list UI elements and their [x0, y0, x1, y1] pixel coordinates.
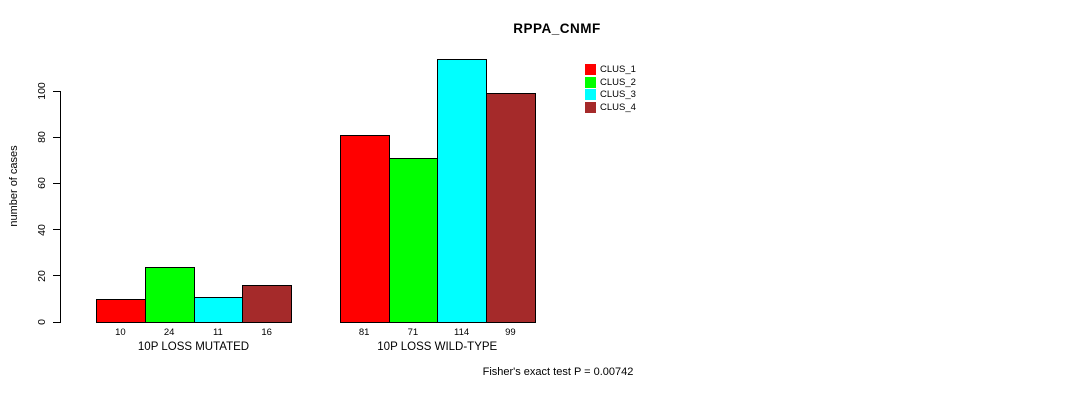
legend-item-clus_4: CLUS_4	[585, 101, 636, 114]
y-tick-label: 100	[36, 82, 48, 100]
bar-value-label: 16	[261, 327, 272, 338]
y-tick	[53, 275, 60, 277]
y-tick-label: 20	[36, 269, 48, 282]
legend-item-clus_1: CLUS_1	[585, 64, 636, 76]
bar-clus_3-1	[193, 296, 244, 323]
y-tick	[53, 136, 60, 138]
y-tick-label: 0	[36, 319, 48, 325]
legend-label: CLUS_1	[600, 64, 636, 76]
bar-clus_1-1	[96, 298, 146, 323]
bar-clus_1-2	[339, 134, 390, 323]
y-axis-label: number of cases	[8, 145, 20, 227]
bar-value-label: 71	[407, 327, 419, 338]
y-tick	[53, 90, 60, 92]
legend-label: CLUS_3	[600, 89, 636, 101]
x-category-label: 10P LOSS WILD-TYPE	[377, 341, 498, 353]
legend-swatch-clus_3	[585, 89, 596, 101]
legend-swatch-clus_2	[585, 76, 596, 88]
legend-label: CLUS_4	[600, 101, 636, 113]
bar-value-label: 81	[358, 327, 370, 338]
y-axis-line	[60, 91, 61, 323]
chart-title: RPPA_CNMF	[513, 21, 601, 36]
bar-clus_4-1	[242, 285, 292, 323]
bar-value-label: 114	[454, 327, 470, 338]
legend-swatch-clus_1	[585, 64, 596, 76]
y-tick	[53, 182, 60, 184]
y-tick-label: 40	[36, 223, 48, 236]
bar-clus_3-2	[437, 58, 487, 323]
x-category-label: 10P LOSS MUTATED	[137, 341, 250, 353]
y-tick-label: 80	[36, 131, 48, 144]
y-tick-label: 60	[36, 177, 48, 190]
bar-clus_2-1	[144, 266, 195, 323]
bar-value-label: 10	[115, 327, 126, 338]
legend-label: CLUS_2	[600, 76, 636, 88]
legend: CLUS_1 CLUS_2 CLUS_3 CLUS_4	[585, 64, 636, 113]
bar-value-label: 11	[212, 327, 223, 338]
legend-item-clus_3: CLUS_3	[585, 89, 636, 101]
legend-swatch-clus_4	[585, 101, 596, 113]
bar-value-label: 24	[163, 327, 175, 338]
y-tick	[53, 321, 60, 323]
bar-clus_4-2	[486, 93, 536, 323]
y-tick	[53, 229, 60, 231]
fisher-test-annotation: Fisher's exact test P = 0.00742	[482, 366, 634, 378]
legend-item-clus_2: CLUS_2	[585, 76, 636, 89]
bar-value-label: 99	[505, 327, 516, 338]
bar-clus_2-2	[388, 157, 439, 323]
